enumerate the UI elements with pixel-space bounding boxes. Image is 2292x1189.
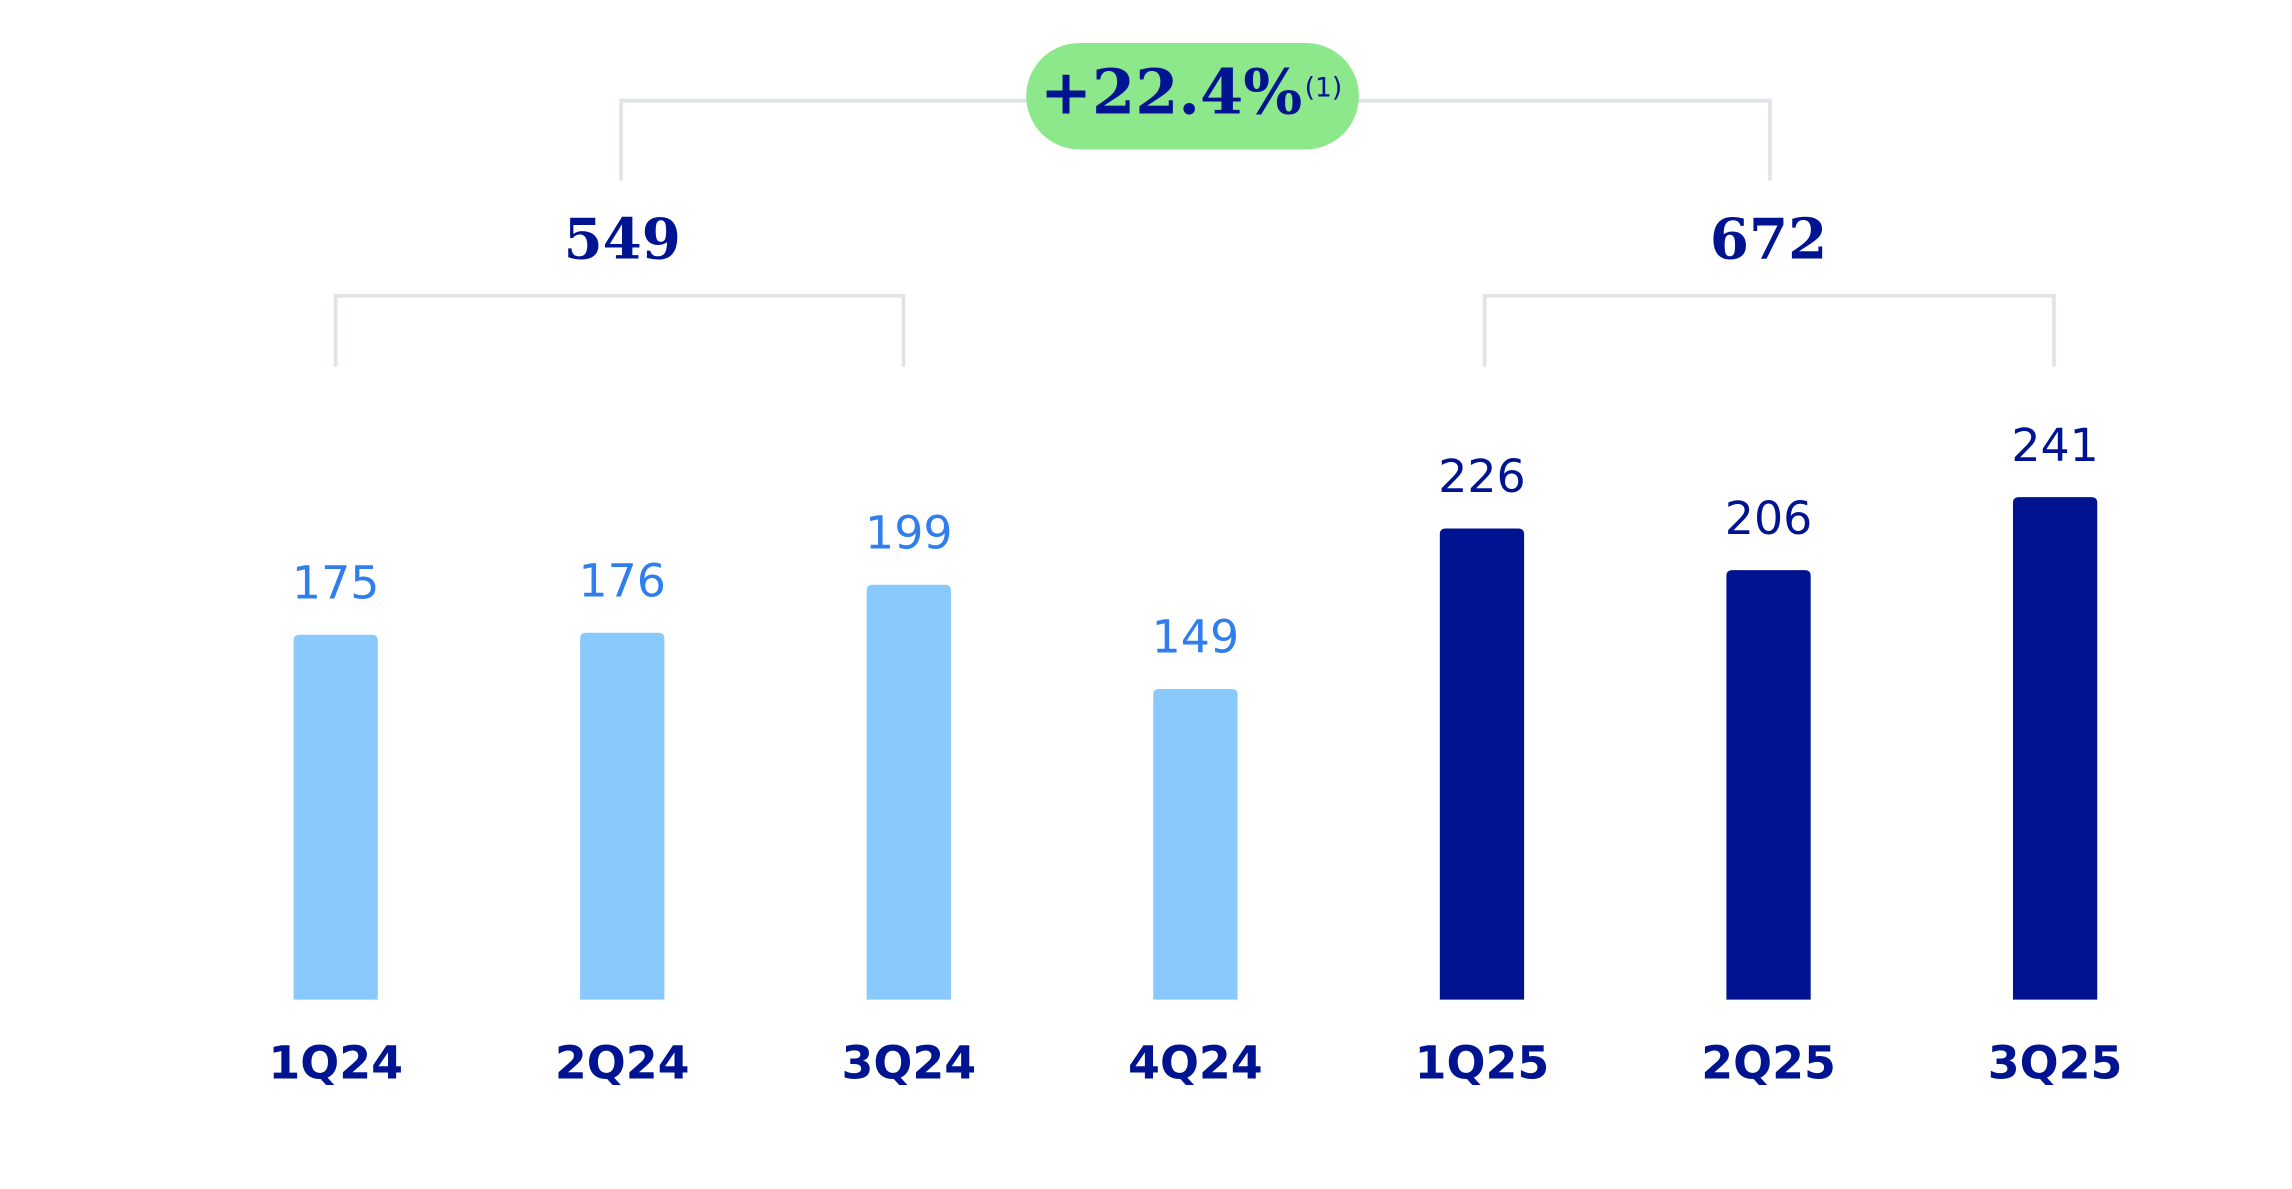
growth-pill (1026, 42, 1359, 150)
x-tick-label: 2Q24 (555, 1036, 690, 1090)
bar (866, 584, 951, 1000)
group-total: 549 (564, 207, 681, 273)
bar (2012, 497, 2098, 1000)
x-tick-label: 3Q25 (1988, 1036, 2123, 1090)
x-tick-label: 2Q25 (1701, 1036, 1836, 1090)
value-label: 175 (292, 555, 379, 609)
group-total: 672 (1710, 207, 1827, 273)
value-label: 176 (578, 553, 665, 607)
bar (1153, 689, 1238, 1000)
bar (1726, 570, 1811, 1000)
x-tick-label: 3Q24 (842, 1036, 977, 1090)
bar (1439, 528, 1525, 1000)
x-tick-label: 1Q24 (268, 1036, 403, 1090)
x-tick-label: 4Q24 (1128, 1036, 1263, 1090)
bar (293, 634, 378, 1000)
x-tick-label: 1Q25 (1415, 1036, 1550, 1090)
value-label: 199 (865, 505, 952, 559)
growth-label: +22.4% (1040, 56, 1302, 129)
group-bracket (1482, 293, 2056, 367)
growth-note: (1) (1305, 72, 1343, 103)
bar (580, 632, 665, 1000)
value-label: 241 (2011, 418, 2098, 472)
value-label: 226 (1438, 449, 1525, 503)
group-bracket (333, 293, 906, 367)
value-label: 149 (1152, 610, 1239, 664)
value-label: 206 (1725, 491, 1812, 545)
